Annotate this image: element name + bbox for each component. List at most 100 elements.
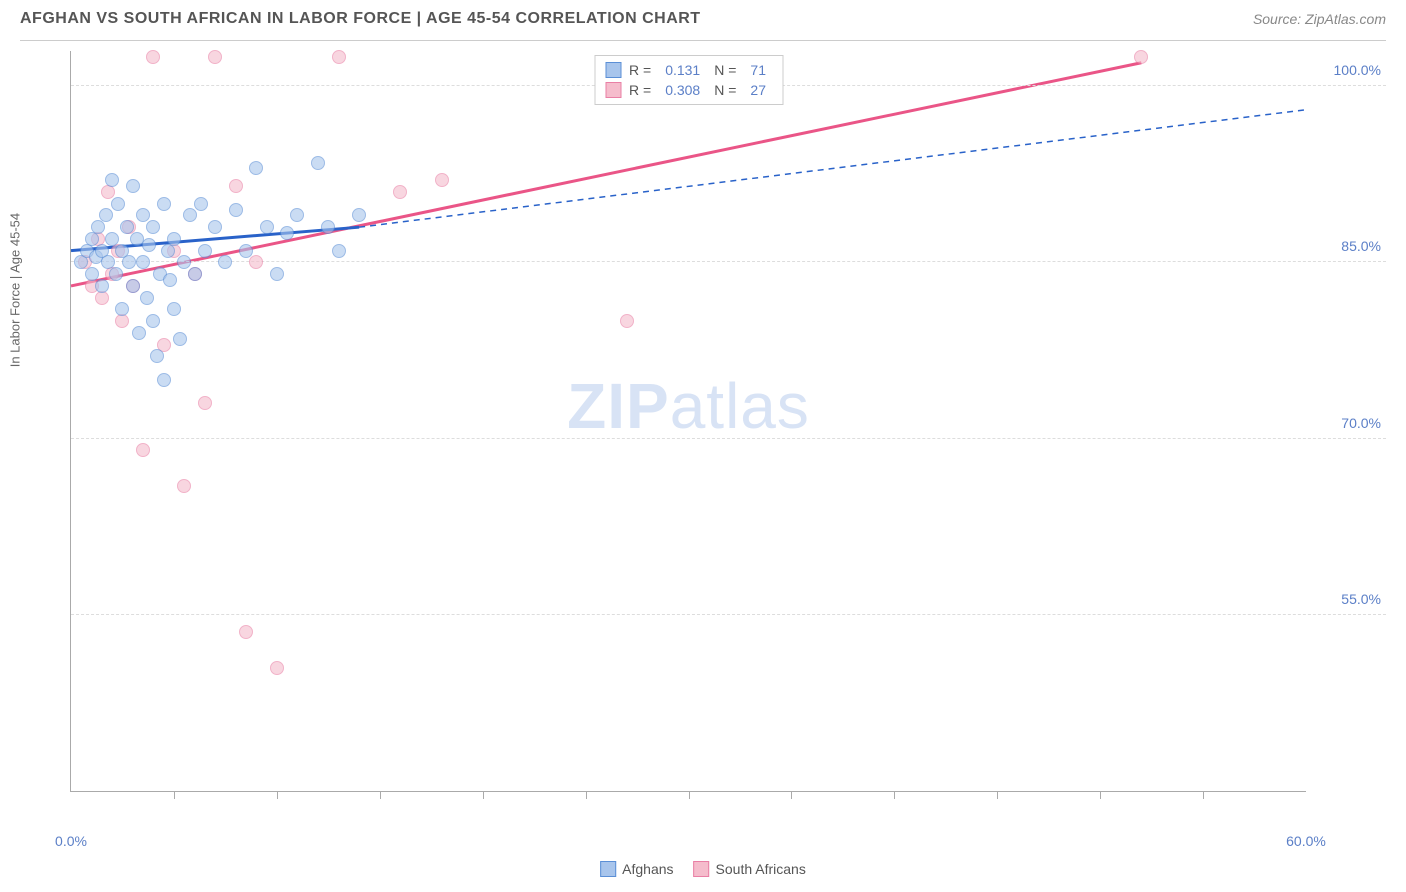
gridline	[71, 438, 1386, 439]
scatter-point-series2	[229, 179, 243, 193]
scatter-point-series1	[173, 332, 187, 346]
scatter-point-series1	[132, 326, 146, 340]
watermark: ZIPatlas	[567, 369, 810, 443]
scatter-point-series1	[218, 255, 232, 269]
r-label: R =	[629, 82, 651, 98]
n-label: N =	[714, 62, 736, 78]
scatter-point-series1	[126, 279, 140, 293]
scatter-point-series1	[111, 197, 125, 211]
scatter-point-series1	[198, 244, 212, 258]
watermark-light: atlas	[670, 370, 810, 442]
x-tick	[689, 791, 690, 799]
scatter-point-series1	[142, 238, 156, 252]
gridline	[71, 261, 1386, 262]
scatter-point-series2	[198, 396, 212, 410]
scatter-point-series2	[393, 185, 407, 199]
x-tick	[997, 791, 998, 799]
x-tick	[174, 791, 175, 799]
correlation-legend: R = 0.131 N = 71 R = 0.308 N = 27	[594, 55, 783, 105]
x-tick	[894, 791, 895, 799]
chart-container: In Labor Force | Age 45-54 ZIPatlas R = …	[20, 40, 1386, 832]
plot-area: ZIPatlas R = 0.131 N = 71 R = 0.308 N = …	[70, 51, 1306, 792]
legend-item-south-africans: South Africans	[694, 861, 806, 877]
scatter-point-series1	[260, 220, 274, 234]
scatter-point-series1	[229, 203, 243, 217]
scatter-point-series1	[136, 255, 150, 269]
scatter-point-series1	[115, 302, 129, 316]
legend-label: South Africans	[716, 861, 806, 877]
scatter-point-series1	[122, 255, 136, 269]
y-tick-label: 55.0%	[1341, 591, 1381, 607]
x-tick	[380, 791, 381, 799]
x-tick	[1100, 791, 1101, 799]
scatter-point-series1	[249, 161, 263, 175]
scatter-point-series1	[194, 197, 208, 211]
scatter-point-series1	[157, 197, 171, 211]
scatter-point-series2	[136, 443, 150, 457]
legend-item-afghans: Afghans	[600, 861, 673, 877]
scatter-point-series1	[183, 208, 197, 222]
watermark-bold: ZIP	[567, 370, 670, 442]
scatter-point-series1	[239, 244, 253, 258]
n-value: 71	[750, 62, 766, 78]
scatter-point-series2	[270, 661, 284, 675]
scatter-point-series1	[150, 349, 164, 363]
scatter-point-series2	[177, 479, 191, 493]
x-tick	[791, 791, 792, 799]
legend-swatch-series2	[605, 82, 621, 98]
scatter-point-series1	[99, 208, 113, 222]
x-tick-label: 60.0%	[1286, 833, 1326, 849]
legend-row-series1: R = 0.131 N = 71	[605, 60, 772, 80]
scatter-point-series1	[120, 220, 134, 234]
scatter-point-series1	[126, 179, 140, 193]
n-value: 27	[750, 82, 766, 98]
scatter-point-series1	[85, 267, 99, 281]
scatter-point-series1	[157, 373, 171, 387]
scatter-point-series1	[109, 267, 123, 281]
scatter-point-series1	[167, 232, 181, 246]
scatter-point-series1	[177, 255, 191, 269]
scatter-point-series1	[163, 273, 177, 287]
x-tick	[1203, 791, 1204, 799]
scatter-point-series1	[136, 208, 150, 222]
chart-title: AFGHAN VS SOUTH AFRICAN IN LABOR FORCE |…	[20, 10, 701, 28]
scatter-point-series2	[435, 173, 449, 187]
legend-swatch-series1	[605, 62, 621, 78]
scatter-point-series2	[146, 50, 160, 64]
scatter-point-series1	[290, 208, 304, 222]
scatter-point-series1	[140, 291, 154, 305]
legend-swatch-series1	[600, 861, 616, 877]
gridline	[71, 614, 1386, 615]
r-value: 0.131	[665, 62, 700, 78]
scatter-point-series1	[188, 267, 202, 281]
scatter-point-series1	[105, 173, 119, 187]
scatter-point-series1	[105, 232, 119, 246]
scatter-point-series1	[321, 220, 335, 234]
y-tick-label: 100.0%	[1334, 62, 1381, 78]
scatter-point-series1	[91, 220, 105, 234]
scatter-point-series1	[146, 314, 160, 328]
y-axis-label: In Labor Force | Age 45-54	[8, 212, 23, 366]
x-tick-label: 0.0%	[55, 833, 87, 849]
source-label: Source: ZipAtlas.com	[1253, 11, 1386, 27]
series-legend: Afghans South Africans	[600, 861, 806, 877]
scatter-point-series1	[280, 226, 294, 240]
scatter-point-series2	[620, 314, 634, 328]
scatter-point-series1	[311, 156, 325, 170]
legend-swatch-series2	[694, 861, 710, 877]
scatter-point-series1	[352, 208, 366, 222]
legend-row-series2: R = 0.308 N = 27	[605, 80, 772, 100]
scatter-point-series2	[1134, 50, 1148, 64]
y-tick-label: 85.0%	[1341, 238, 1381, 254]
scatter-point-series1	[167, 302, 181, 316]
scatter-point-series2	[208, 50, 222, 64]
legend-label: Afghans	[622, 861, 673, 877]
scatter-point-series1	[208, 220, 222, 234]
r-value: 0.308	[665, 82, 700, 98]
scatter-point-series1	[146, 220, 160, 234]
x-tick	[483, 791, 484, 799]
scatter-point-series2	[332, 50, 346, 64]
n-label: N =	[714, 82, 736, 98]
x-tick	[277, 791, 278, 799]
scatter-point-series2	[249, 255, 263, 269]
